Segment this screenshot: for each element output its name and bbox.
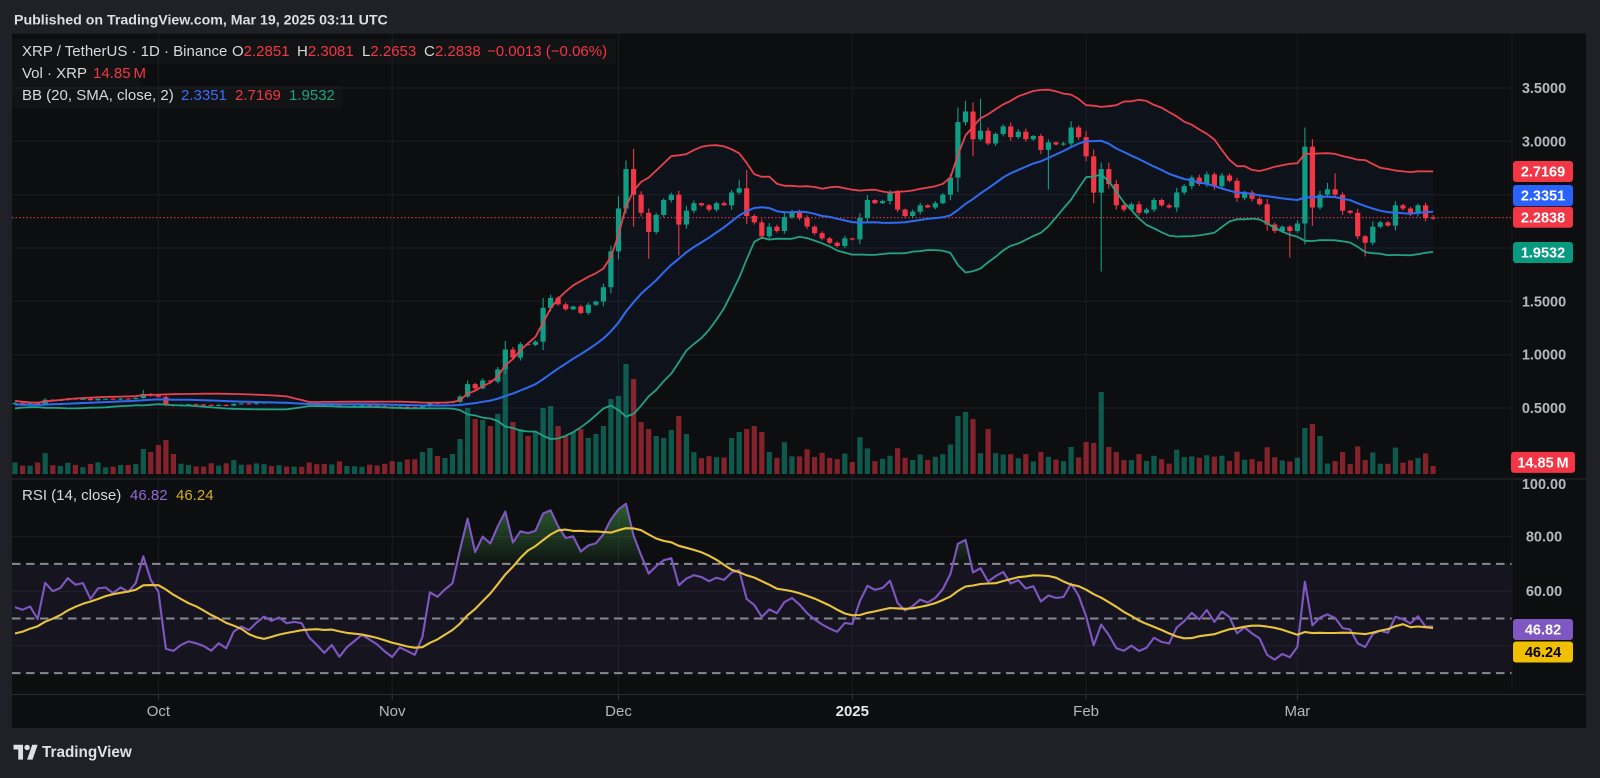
svg-text:2.2838: 2.2838	[1521, 210, 1565, 226]
svg-text:Dec: Dec	[605, 703, 632, 720]
svg-text:2.7169: 2.7169	[1521, 165, 1565, 181]
svg-text:Oct: Oct	[147, 703, 171, 720]
svg-text:3.5000: 3.5000	[1522, 81, 1566, 97]
svg-text:RSI (14, close): RSI (14, close)	[22, 487, 121, 504]
svg-text:46.82: 46.82	[130, 487, 168, 504]
svg-text:1.9532: 1.9532	[1521, 246, 1565, 262]
svg-text:Published on TradingView.com,: Published on TradingView.com, Mar 19, 20…	[14, 13, 388, 29]
svg-text:BB (20, SMA, close, 2): BB (20, SMA, close, 2)	[22, 87, 174, 104]
svg-text:1.0000: 1.0000	[1522, 348, 1566, 364]
svg-text:2.3351: 2.3351	[1521, 189, 1565, 205]
svg-text:80.00: 80.00	[1526, 530, 1562, 546]
svg-text:2.3351: 2.3351	[181, 87, 227, 104]
svg-text:2025: 2025	[836, 703, 869, 720]
svg-text:100.00: 100.00	[1522, 477, 1566, 493]
svg-text:C2.2838: C2.2838	[424, 43, 481, 60]
svg-text:L2.2653: L2.2653	[362, 43, 416, 60]
svg-text:TradingView: TradingView	[42, 744, 132, 761]
svg-text:14.85 M: 14.85 M	[1517, 455, 1568, 471]
svg-text:60.00: 60.00	[1526, 584, 1562, 600]
svg-text:XRP / TetherUS · 1D · Binance: XRP / TetherUS · 1D · Binance	[22, 43, 227, 60]
svg-text:14.85 M: 14.85 M	[93, 65, 146, 82]
svg-text:Feb: Feb	[1073, 703, 1099, 720]
svg-text:O2.2851: O2.2851	[232, 43, 290, 60]
svg-text:Nov: Nov	[379, 703, 406, 720]
svg-text:Vol · XRP: Vol · XRP	[22, 65, 87, 82]
svg-text:2.7169: 2.7169	[235, 87, 281, 104]
svg-text:46.82: 46.82	[1525, 623, 1561, 639]
svg-text:0.5000: 0.5000	[1522, 401, 1566, 417]
svg-text:H2.3081: H2.3081	[297, 43, 354, 60]
svg-text:46.24: 46.24	[176, 487, 214, 504]
svg-text:1.5000: 1.5000	[1522, 294, 1566, 310]
svg-text:Mar: Mar	[1284, 703, 1310, 720]
svg-text:1.9532: 1.9532	[289, 87, 335, 104]
svg-text:3.0000: 3.0000	[1522, 134, 1566, 150]
svg-text:46.24: 46.24	[1525, 645, 1561, 661]
svg-text:−0.0013 (−0.06%): −0.0013 (−0.06%)	[487, 43, 607, 60]
